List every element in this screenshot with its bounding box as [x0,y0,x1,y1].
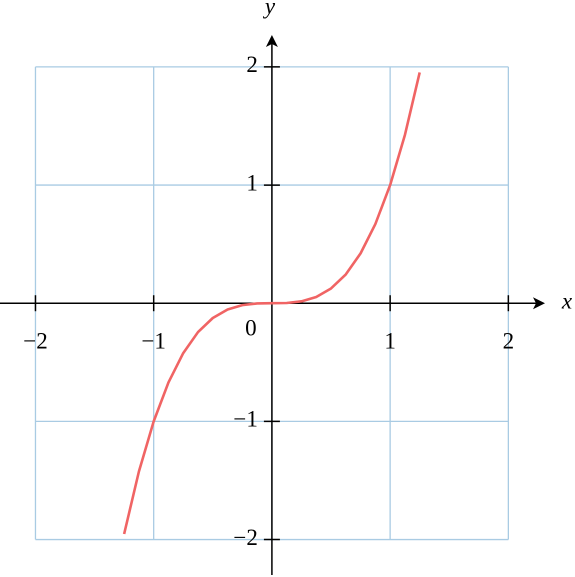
x-tick-label: −1 [141,329,165,354]
y-axis-arrow [265,35,278,47]
x-tick-label: −2 [23,329,47,354]
x-tick-label: 2 [503,329,515,354]
x-tick-label: 0 [245,316,257,341]
x-axis-label: x [561,288,573,313]
y-axis-label: y [263,0,276,18]
curve [122,72,421,535]
x-tick-label: 1 [384,329,396,354]
y-tick-label: 1 [246,170,258,195]
y-tick-label: −2 [233,525,257,550]
x-axis-arrow [533,297,545,310]
y-tick-label: 2 [246,52,258,77]
y-tick-label: −1 [233,407,257,432]
